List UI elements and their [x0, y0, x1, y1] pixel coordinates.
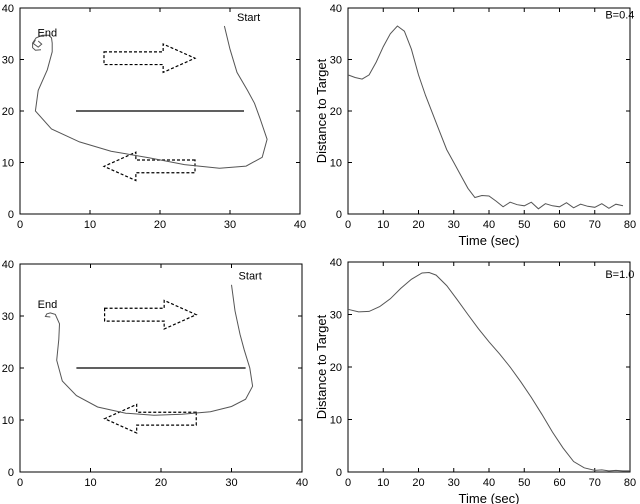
series-line-1	[32, 39, 43, 48]
x-tick-label: 60	[553, 219, 565, 231]
y-tick-label: 0	[8, 209, 14, 221]
plot-frame	[347, 7, 631, 215]
x-axis-label: Time (sec)	[459, 491, 520, 504]
x-tick-label: 20	[154, 219, 166, 231]
y-tick-label: 30	[2, 55, 14, 67]
direction-arrow-right	[103, 299, 198, 330]
panel-top-left: 0 10 20 30 40 0 10 20 30 40 End Start	[2, 3, 306, 231]
x-tick-label: 0	[345, 477, 351, 489]
x-tick-label: 10	[377, 477, 389, 489]
y-tick-label: 20	[330, 106, 342, 118]
x-tick-label: 10	[377, 219, 389, 231]
y-tick-label: 10	[2, 415, 14, 427]
annotation-label: Start	[239, 271, 262, 283]
x-tick-label: 30	[224, 219, 236, 231]
y-axis-label: Distance to Target	[314, 58, 329, 163]
x-tick-label: 40	[483, 219, 495, 231]
y-tick-label: 30	[330, 310, 342, 322]
x-tick-label: 40	[483, 477, 495, 489]
y-tick-label: 0	[336, 467, 342, 479]
series-line-0	[347, 271, 630, 472]
y-tick-label: 10	[330, 158, 342, 170]
x-tick-label: 40	[296, 477, 308, 489]
y-tick-label: 30	[2, 311, 14, 323]
panel-top-right: 0 10 20 30 40 50 60 70 80 0 10 20 30 40 Time (sec) Dist…	[314, 3, 636, 248]
annotation-label: B=1.0	[605, 269, 634, 281]
x-tick-label: 0	[17, 219, 23, 231]
x-tick-label: 30	[225, 477, 237, 489]
y-axis-label: Distance to Target	[314, 314, 329, 419]
x-tick-label: 20	[412, 219, 424, 231]
x-tick-label: 70	[589, 219, 601, 231]
y-tick-label: 0	[336, 209, 342, 221]
panel-bottom-right: 0 10 20 30 40 50 60 70 80 0 10 20 30 40 Time (sec) Dist…	[314, 257, 636, 504]
x-tick-label: 10	[84, 219, 96, 231]
series-line-0	[44, 284, 254, 416]
x-tick-label: 0	[345, 219, 351, 231]
x-axis-label: Time (sec)	[459, 233, 520, 248]
plot-frame	[347, 261, 631, 473]
series-line-0	[32, 25, 268, 169]
x-tick-label: 20	[412, 477, 424, 489]
y-tick-label: 0	[8, 467, 14, 479]
annotation-label: End	[38, 299, 58, 311]
y-tick-label: 30	[330, 55, 342, 67]
panel-bottom-left: 0 10 20 30 40 0 10 20 30 40 End Start	[2, 259, 308, 489]
annotation-label: End	[38, 27, 58, 39]
x-tick-label: 30	[448, 219, 460, 231]
x-tick-label: 60	[553, 477, 565, 489]
direction-arrow-left	[102, 151, 196, 182]
x-tick-label: 80	[624, 219, 636, 231]
x-tick-label: 80	[624, 477, 636, 489]
x-tick-label: 20	[155, 477, 167, 489]
y-tick-label: 20	[2, 363, 14, 375]
y-tick-label: 10	[330, 415, 342, 427]
x-tick-label: 10	[84, 477, 96, 489]
series-line-0	[347, 25, 624, 210]
direction-arrow-left	[103, 403, 197, 434]
y-tick-label: 40	[2, 3, 14, 15]
annotation-label: B=0.4	[605, 9, 634, 21]
y-tick-label: 20	[2, 106, 14, 118]
x-tick-label: 70	[589, 477, 601, 489]
x-tick-label: 50	[518, 219, 530, 231]
y-tick-label: 20	[330, 362, 342, 374]
y-tick-label: 10	[2, 158, 14, 170]
x-tick-label: 40	[294, 219, 306, 231]
y-tick-label: 40	[330, 257, 342, 269]
direction-arrow-right	[103, 43, 197, 74]
x-tick-label: 0	[17, 477, 23, 489]
annotation-label: Start	[237, 12, 260, 24]
x-tick-label: 50	[518, 477, 530, 489]
y-tick-label: 40	[330, 3, 342, 15]
x-tick-label: 30	[448, 477, 460, 489]
y-tick-label: 40	[2, 259, 14, 271]
